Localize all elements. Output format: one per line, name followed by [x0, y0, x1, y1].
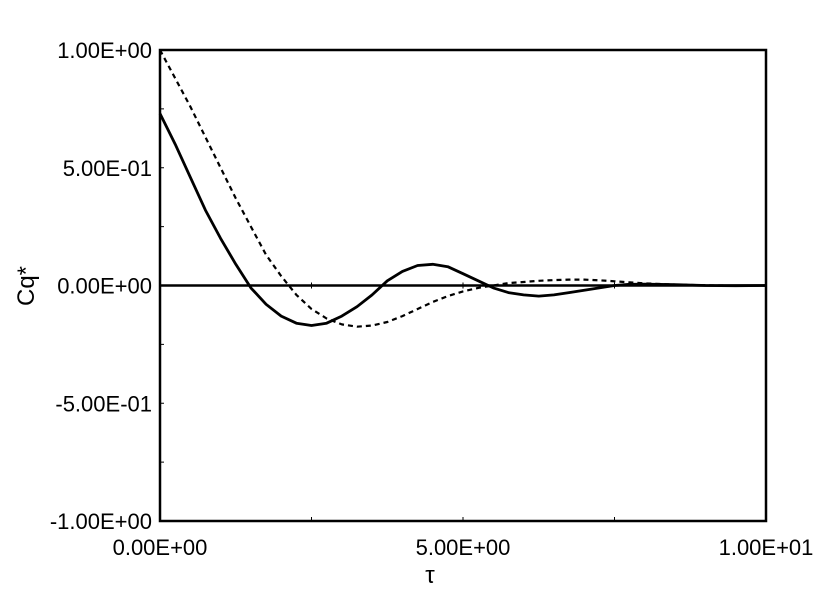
y-axis-title: Cq* — [13, 266, 40, 306]
y-tick-label: -5.00E-01 — [55, 391, 152, 416]
x-tick-label: 5.00E+00 — [416, 535, 511, 560]
y-tick-labels: 1.00E+00 5.00E-01 0.00E+00 -5.00E-01 -1.00E+… — [50, 38, 152, 534]
x-tick-labels: 0.00E+00 5.00E+00 1.00E+01 — [113, 535, 814, 560]
series-layer — [158, 49, 767, 328]
x-tick-label: 0.00E+00 — [113, 535, 208, 560]
series-solid-line — [158, 112, 767, 327]
x-axis-title: τ — [425, 562, 435, 589]
y-tick-label: 0.00E+00 — [57, 274, 152, 299]
y-tick-label: 1.00E+00 — [57, 38, 152, 63]
minor-ticks — [159, 49, 767, 522]
y-tick-label: 5.00E-01 — [63, 156, 152, 181]
y-tick-label: -1.00E+00 — [50, 509, 152, 534]
series-dashed-line — [159, 49, 767, 328]
x-tick-label: 1.00E+01 — [719, 535, 814, 560]
